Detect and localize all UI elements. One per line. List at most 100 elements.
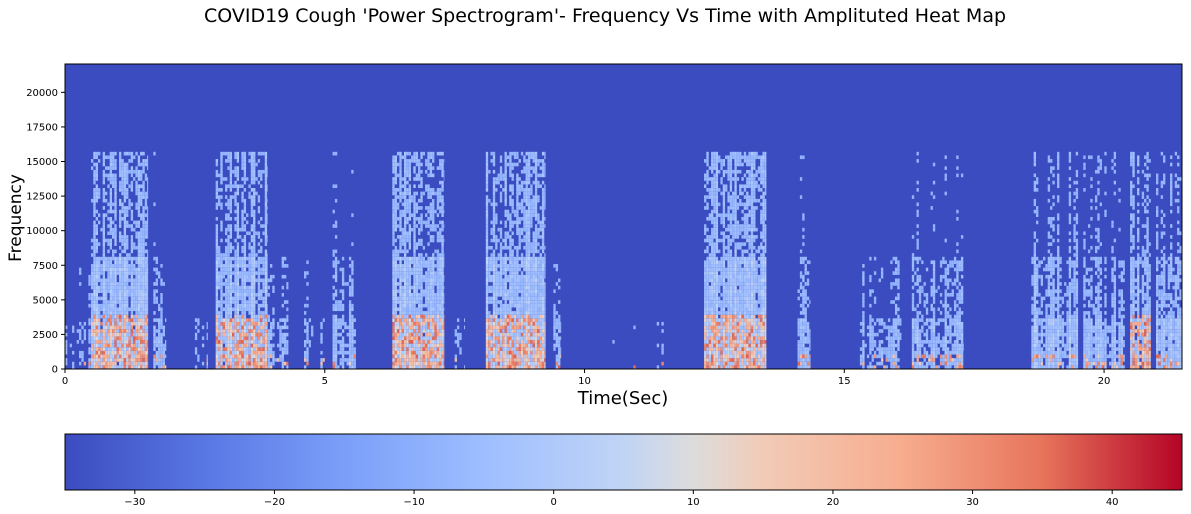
spectrogram-cell	[523, 260, 526, 265]
spectrogram-cell	[541, 307, 545, 312]
spectrogram-cell	[133, 303, 136, 308]
spectrogram-cell	[114, 336, 117, 341]
spectrogram-cell	[95, 256, 98, 261]
spectrogram-cell	[541, 173, 545, 178]
spectrogram-cell	[520, 180, 524, 185]
spectrogram-cell	[253, 235, 256, 239]
spectrogram-cell	[427, 151, 430, 156]
spectrogram-cell	[436, 285, 440, 290]
spectrogram-cell	[534, 361, 538, 366]
spectrogram-cell	[439, 303, 442, 308]
spectrogram-cell	[516, 260, 519, 265]
spectrogram-cell	[257, 318, 261, 322]
spectrogram-cell	[422, 343, 426, 348]
spectrogram-cell	[267, 361, 270, 366]
spectrogram-cell	[523, 155, 526, 160]
spectrogram-cell	[525, 365, 528, 369]
spectrogram-cell	[236, 216, 240, 221]
spectrogram-cell	[351, 365, 354, 369]
spectrogram-cell	[396, 264, 400, 268]
spectrogram-cell	[225, 260, 228, 265]
spectrogram-cell	[441, 188, 444, 192]
spectrogram-cell	[425, 354, 428, 359]
spectrogram-cell	[439, 198, 442, 203]
spectrogram-cell	[422, 365, 426, 369]
spectrogram-cell	[93, 224, 96, 228]
spectrogram-cell	[432, 300, 435, 304]
spectrogram-cell	[126, 347, 129, 351]
spectrogram-cell	[523, 336, 526, 341]
spectrogram-cell	[504, 159, 507, 163]
spectrogram-cell	[119, 155, 122, 160]
spectrogram-cell	[218, 271, 221, 275]
spectrogram-cell	[220, 354, 223, 359]
spectrogram-cell	[504, 213, 507, 217]
spectrogram-cell	[236, 343, 240, 348]
spectrogram-cell	[119, 365, 122, 369]
spectrogram-cell	[260, 169, 263, 174]
spectrogram-cell	[135, 166, 138, 170]
spectrogram-cell	[218, 188, 221, 192]
spectrogram-cell	[243, 332, 247, 337]
spectrogram-cell	[220, 343, 223, 348]
spectrogram-cell	[142, 325, 145, 330]
spectrogram-cell	[128, 340, 131, 344]
spectrogram-cell	[123, 213, 127, 217]
spectrogram-cell	[527, 238, 531, 243]
spectrogram-cell	[243, 206, 247, 210]
spectrogram-cell	[492, 354, 496, 359]
spectrogram-cell	[504, 191, 507, 196]
spectrogram-cell	[406, 358, 409, 362]
spectrogram-cell	[215, 350, 219, 355]
spectrogram-cell	[253, 336, 256, 341]
spectrogram-cell	[504, 289, 507, 293]
spectrogram-cell	[114, 166, 117, 170]
spectrogram-cell	[234, 292, 237, 297]
spectrogram-cell	[544, 155, 546, 160]
spectrogram-cell	[116, 318, 120, 322]
spectrogram-cell	[436, 274, 440, 279]
spectrogram-cell	[394, 278, 397, 283]
spectrogram-cell	[241, 155, 244, 160]
spectrogram-cell	[225, 365, 228, 369]
spectrogram-cell	[432, 296, 435, 301]
spectrogram-cell	[135, 325, 138, 330]
spectrogram-cell	[267, 285, 270, 290]
spectrogram-cell	[109, 289, 113, 293]
spectrogram-cell	[126, 343, 129, 348]
spectrogram-cell	[144, 242, 148, 246]
spectrogram-cell	[425, 184, 428, 189]
spectrogram-cell	[253, 191, 256, 196]
spectrogram-cell	[227, 365, 230, 369]
spectrogram-cell	[264, 184, 268, 189]
spectrogram-cell	[539, 253, 542, 257]
spectrogram-event	[215, 151, 268, 369]
spectrogram-cell	[112, 311, 115, 315]
spectrogram-cell	[439, 300, 442, 304]
spectrogram-cell	[436, 282, 440, 286]
spectrogram-cell	[344, 343, 347, 348]
spectrogram-cell	[90, 267, 94, 272]
spectrogram-cell	[441, 329, 444, 333]
spectrogram-cell	[229, 282, 233, 286]
spectrogram-cell	[130, 155, 134, 160]
spectrogram-cell	[126, 361, 129, 366]
spectrogram-cell	[133, 245, 136, 250]
spectrogram-cell	[93, 365, 96, 369]
spectrogram-cell	[516, 206, 519, 210]
spectrogram-cell	[267, 271, 268, 275]
spectrogram-cell	[415, 289, 419, 293]
spectrogram-cell	[135, 358, 138, 362]
spectrogram-cell	[286, 332, 289, 337]
spectrogram-cell	[544, 206, 546, 210]
spectrogram-cell	[109, 343, 113, 348]
spectrogram-cell	[257, 180, 261, 185]
spectrogram-cell	[532, 296, 535, 301]
spectrogram-cell	[337, 350, 340, 355]
spectrogram-cell	[427, 195, 430, 199]
spectrogram-cell	[520, 184, 524, 189]
spectrogram-cell	[408, 318, 412, 322]
spectrogram-cell	[250, 162, 254, 167]
spectrogram-cell	[153, 325, 156, 330]
spectrogram-cell	[420, 220, 423, 225]
